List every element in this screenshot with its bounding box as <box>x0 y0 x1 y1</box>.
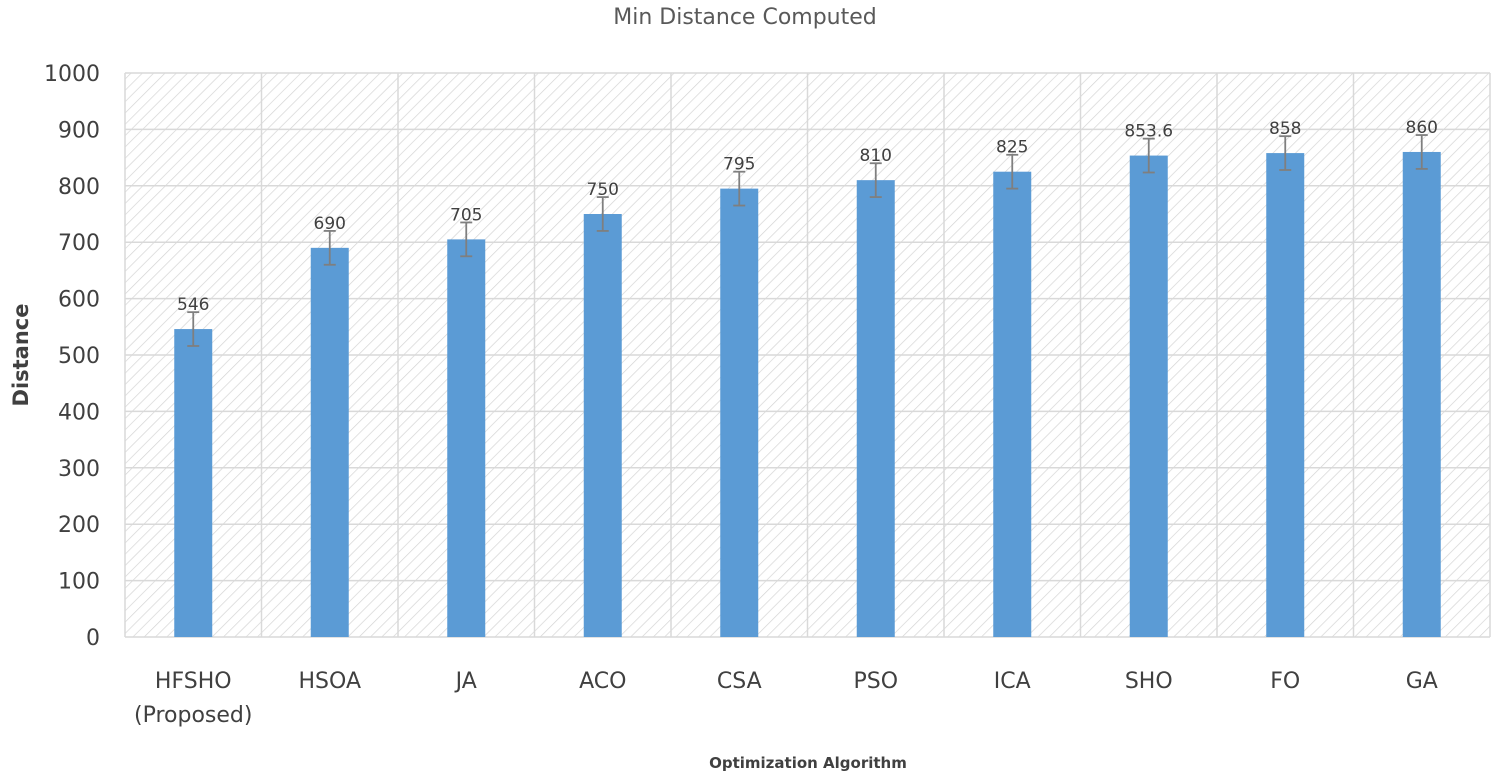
x-tick-label: FO <box>1270 669 1300 694</box>
y-tick-label: 0 <box>86 626 100 651</box>
x-tick-label: CSA <box>717 669 762 694</box>
y-tick-label: 1000 <box>44 62 100 87</box>
data-label: 750 <box>587 180 619 200</box>
x-tick-label: HFSHO (Proposed) <box>134 669 252 728</box>
x-tick-label: JA <box>454 669 477 694</box>
data-label: 853.6 <box>1124 122 1173 142</box>
chart-title: Min Distance Computed <box>613 5 877 30</box>
y-tick-label: 700 <box>58 231 100 256</box>
data-label: 705 <box>450 205 482 225</box>
x-tick-label: GA <box>1406 669 1438 694</box>
data-label: 858 <box>1269 119 1301 139</box>
bar <box>1402 151 1441 637</box>
data-labels: 546 690 705 750 795 810 825 853.6 858 860 <box>177 118 1438 315</box>
x-tick-label: ACO <box>579 669 626 694</box>
y-tick-label: 500 <box>58 344 100 369</box>
y-tick-label: 800 <box>58 175 100 200</box>
bar <box>1266 153 1305 637</box>
x-tick-label: HSOA <box>299 669 362 694</box>
y-tick-label: 400 <box>58 400 100 425</box>
bar <box>993 171 1032 637</box>
error-bars <box>187 134 1428 347</box>
data-label: 546 <box>177 295 209 315</box>
data-label: 825 <box>996 138 1028 158</box>
y-tick-label: 600 <box>58 288 100 313</box>
bar <box>583 214 622 637</box>
bar <box>174 329 213 637</box>
data-label: 795 <box>723 155 755 175</box>
y-axis-label: Distance <box>9 304 33 407</box>
y-tick-label: 300 <box>58 457 100 482</box>
x-axis-ticks: HFSHO (Proposed) HSOA JA ACO CSA PSO ICA SHO FO GA <box>134 669 1438 728</box>
bar <box>1129 155 1168 638</box>
bar <box>447 239 486 637</box>
data-label: 690 <box>314 214 346 234</box>
y-tick-label: 100 <box>58 570 100 595</box>
x-tick-label: PSO <box>853 669 898 694</box>
y-tick-label: 900 <box>58 118 100 143</box>
bar <box>310 247 349 637</box>
gridlines <box>124 72 1491 638</box>
data-label: 810 <box>860 146 892 166</box>
x-tick-label: ICA <box>994 669 1031 694</box>
x-tick-label: SHO <box>1125 669 1173 694</box>
bars <box>174 151 1441 638</box>
y-axis-ticks: 0 100 200 300 400 500 600 700 800 900 1000 <box>44 62 100 651</box>
x-axis-label: Optimization Algorithm <box>709 754 907 772</box>
y-tick-label: 200 <box>58 513 100 538</box>
data-label: 860 <box>1406 118 1438 138</box>
bar <box>856 180 895 637</box>
bar <box>720 188 759 637</box>
